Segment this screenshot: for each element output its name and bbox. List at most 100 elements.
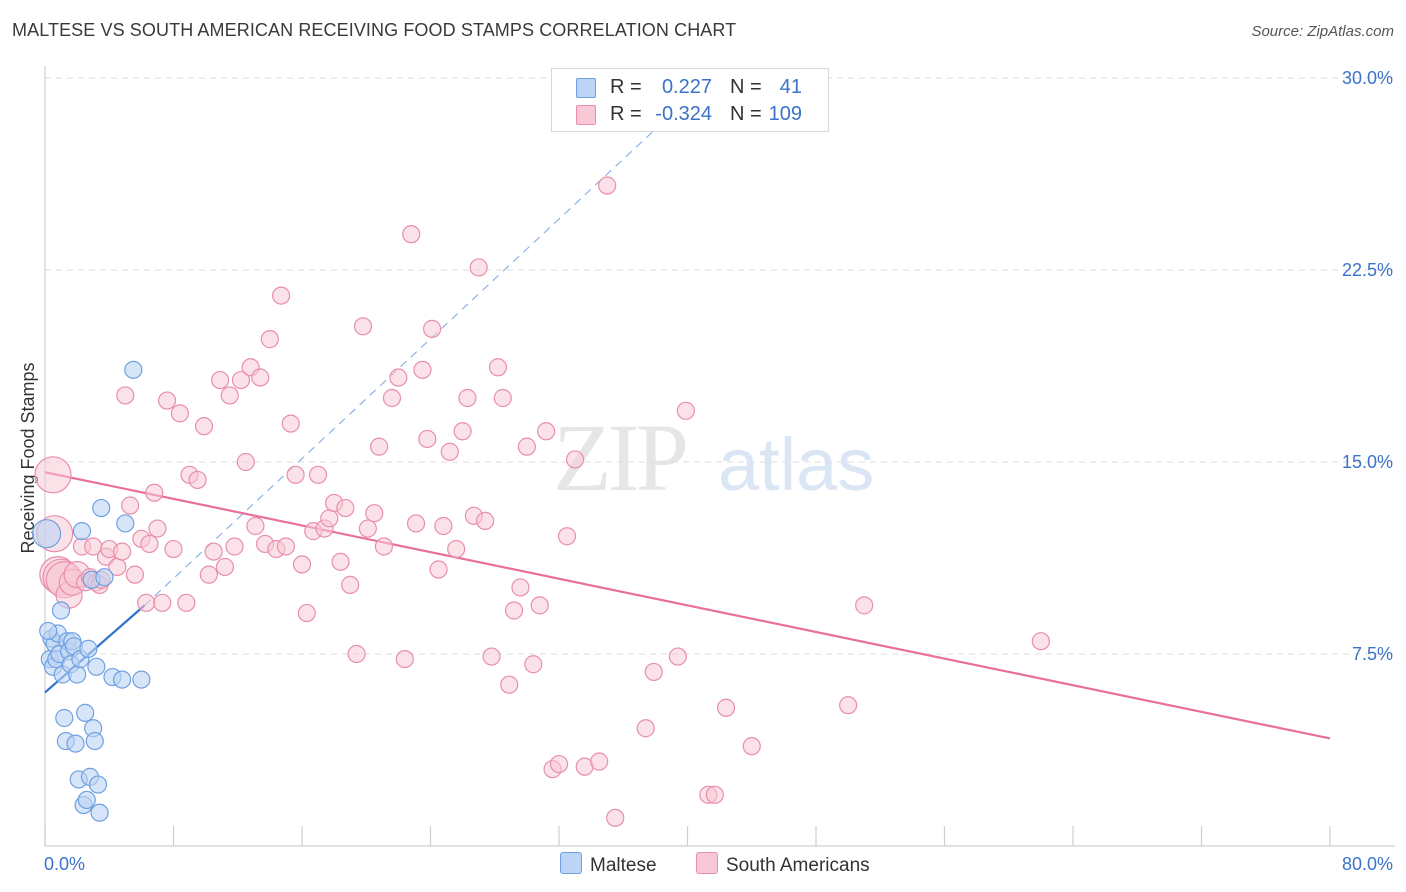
south-americans-point [504, 601, 524, 620]
south-americans-point [429, 560, 448, 579]
south-americans-point [742, 737, 761, 756]
legend-r-label: R = [610, 76, 642, 98]
south-americans-point [341, 575, 360, 594]
south-americans-point [500, 675, 519, 694]
south-americans-point [210, 370, 230, 390]
y-tick-label: 22.5% [1342, 260, 1393, 280]
south-americans-point [215, 557, 234, 577]
south-americans-point [34, 456, 72, 494]
south-americans-point [170, 404, 190, 423]
legend-r-value: -0.324 [655, 103, 712, 125]
south-americans-point [153, 593, 172, 612]
south-americans-point [458, 388, 477, 408]
legend: R = 0.227 N = 41 R = -0.324 N = 109 [551, 68, 829, 132]
legend-n-value: 41 [779, 76, 802, 98]
axes [44, 66, 1395, 847]
chart-source: Source: ZipAtlas.com [1251, 23, 1394, 40]
south-americans-point [549, 754, 569, 774]
south-americans-point [308, 465, 328, 484]
south-americans-point [281, 414, 300, 433]
south-americans-point [469, 258, 488, 277]
south-americans-point [137, 593, 156, 612]
watermark-atlas: atlas [718, 423, 874, 506]
south-americans-point [705, 785, 724, 804]
x-tick-labels: 0.0% 80.0% [44, 854, 1393, 874]
bottom-legend-maltese: Maltese [560, 852, 657, 877]
south-americans-point [598, 176, 617, 195]
maltese-point [76, 703, 95, 722]
south-americans-point [644, 662, 663, 682]
south-americans-point [204, 542, 223, 561]
legend-n-label: N = [730, 76, 762, 98]
south-americans-point [140, 534, 159, 554]
south-americans-point [482, 647, 501, 666]
maltese-point [87, 657, 106, 676]
x-tick-label: 0.0% [44, 854, 85, 874]
south-americans-point [382, 388, 402, 408]
maltese-point [66, 734, 85, 753]
south-americans-point [194, 417, 214, 436]
maltese-label: Maltese [590, 855, 657, 876]
south-americans-point [668, 647, 687, 666]
south-americans-point [347, 644, 366, 664]
south-americans-swatch [576, 105, 596, 125]
maltese-point [90, 803, 109, 822]
south-americans-point [418, 429, 437, 449]
south-americans-point [370, 437, 389, 456]
south-americans-point [1031, 632, 1050, 651]
south-americans-point [116, 386, 135, 405]
y-tick-labels: 7.5% 15.0% 22.5% 30.0% [1342, 68, 1393, 664]
south-americans-point [374, 537, 394, 556]
south-americans-trend-line [44, 471, 1331, 740]
south-americans-point [112, 542, 132, 561]
legend-n-label: N = [730, 103, 762, 125]
south-americans-point [530, 596, 549, 615]
south-americans-point [231, 370, 251, 390]
south-americans-point [236, 452, 255, 472]
south-americans-point [331, 552, 350, 571]
south-americans-point [447, 539, 466, 559]
maltese-trend-extension [144, 128, 656, 606]
south-americans-point [402, 225, 421, 244]
maltese-point [85, 731, 104, 751]
maltese-point [112, 670, 132, 689]
south-americans-point [272, 286, 291, 305]
south-americans-point [406, 514, 426, 533]
south-americans-point [336, 498, 355, 518]
south-americans-point [365, 504, 384, 523]
south-americans-point [292, 555, 312, 574]
south-americans-swatch [696, 852, 718, 874]
south-americans-point [565, 450, 585, 469]
south-americans-point [557, 527, 577, 546]
maltese-point [116, 514, 135, 533]
south-americans-point [855, 596, 874, 615]
maltese-swatch [576, 78, 596, 98]
south-americans-point [188, 470, 207, 490]
south-americans-point [537, 422, 556, 441]
south-americans-point [251, 368, 270, 387]
y-tick-label: 15.0% [1342, 452, 1393, 472]
maltese-point [77, 790, 96, 810]
chart-title: MALTESE VS SOUTH AMERICAN RECEIVING FOOD… [12, 20, 737, 40]
maltese-point [55, 708, 74, 728]
south-americans-point [434, 516, 453, 536]
south-americans-point [177, 593, 196, 612]
south-americans-point [413, 360, 432, 379]
south-americans-point [246, 516, 265, 536]
south-americans-point [676, 401, 695, 420]
south-americans-point [125, 565, 145, 584]
south-americans-point [716, 698, 736, 717]
south-americans-points [34, 176, 1050, 827]
maltese-points [32, 360, 151, 822]
south-americans-point [517, 437, 536, 456]
south-americans-point [148, 519, 167, 538]
south-americans-point [488, 358, 508, 377]
south-americans-point [260, 330, 279, 349]
legend-r-value: 0.227 [661, 76, 712, 98]
south-americans-point [590, 752, 609, 771]
maltese-point [79, 639, 98, 658]
maltese-point [92, 498, 111, 518]
maltese-swatch [560, 852, 582, 874]
south-americans-point [358, 519, 377, 538]
